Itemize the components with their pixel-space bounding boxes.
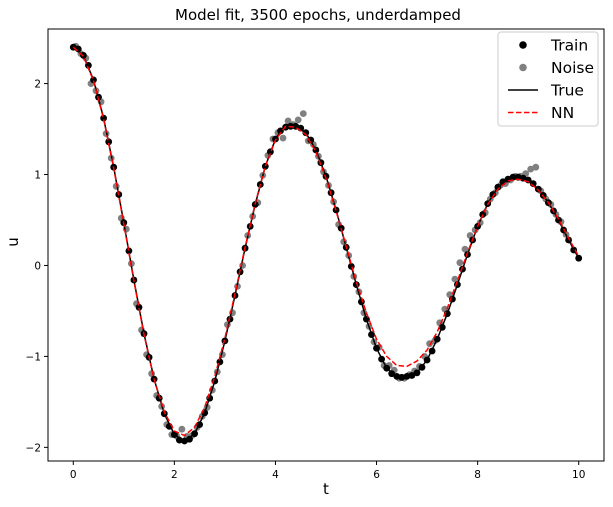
legend-label-true: True bbox=[550, 82, 584, 100]
plot-frame bbox=[47, 28, 605, 462]
x-tick-label: 6 bbox=[373, 469, 380, 481]
data-point-noise bbox=[527, 165, 535, 173]
y-tick-label: 1 bbox=[34, 170, 41, 182]
data-point-noise bbox=[532, 163, 540, 171]
x-tick-label: 8 bbox=[474, 469, 481, 481]
data-point-train bbox=[186, 435, 193, 443]
legend: Train Noise True NN bbox=[497, 31, 599, 127]
y-tick-label: 2 bbox=[34, 79, 41, 91]
data-point-train bbox=[388, 370, 396, 378]
x-axis-label: t bbox=[323, 480, 329, 498]
plot-content bbox=[69, 42, 583, 445]
data-point-noise bbox=[461, 245, 469, 253]
data-point-noise bbox=[294, 116, 302, 124]
y-tick-label: 0 bbox=[34, 260, 41, 272]
data-point-noise bbox=[178, 425, 186, 433]
x-tick-label: 2 bbox=[171, 469, 178, 481]
data-point-train bbox=[398, 373, 406, 381]
data-point-noise bbox=[284, 117, 292, 125]
x-tick-label: 0 bbox=[70, 469, 77, 481]
x-tick-label: 10 bbox=[572, 469, 585, 481]
legend-label-noise: Noise bbox=[551, 59, 594, 77]
legend-marker-train bbox=[519, 41, 527, 49]
x-tick-label: 4 bbox=[272, 469, 279, 481]
chart-title: Model fit, 3500 epochs, underdamped bbox=[175, 6, 461, 24]
series-line-nn bbox=[72, 46, 580, 437]
y-tick-label: −1 bbox=[26, 351, 41, 363]
y-axis-label: u bbox=[4, 237, 22, 247]
data-point-noise bbox=[451, 275, 459, 283]
legend-label-train: Train bbox=[550, 37, 588, 55]
legend-label-nn: NN bbox=[551, 104, 574, 122]
plot-area bbox=[69, 42, 583, 445]
data-point-noise bbox=[279, 134, 287, 142]
data-point-noise bbox=[456, 259, 464, 267]
legend-box bbox=[497, 31, 599, 127]
data-point-noise bbox=[299, 110, 307, 117]
legend-marker-noise bbox=[519, 63, 527, 72]
y-tick-label: −2 bbox=[26, 442, 41, 454]
axes: 0 2 4 6 8 10 −2 −1 0 1 2 bbox=[26, 28, 605, 481]
